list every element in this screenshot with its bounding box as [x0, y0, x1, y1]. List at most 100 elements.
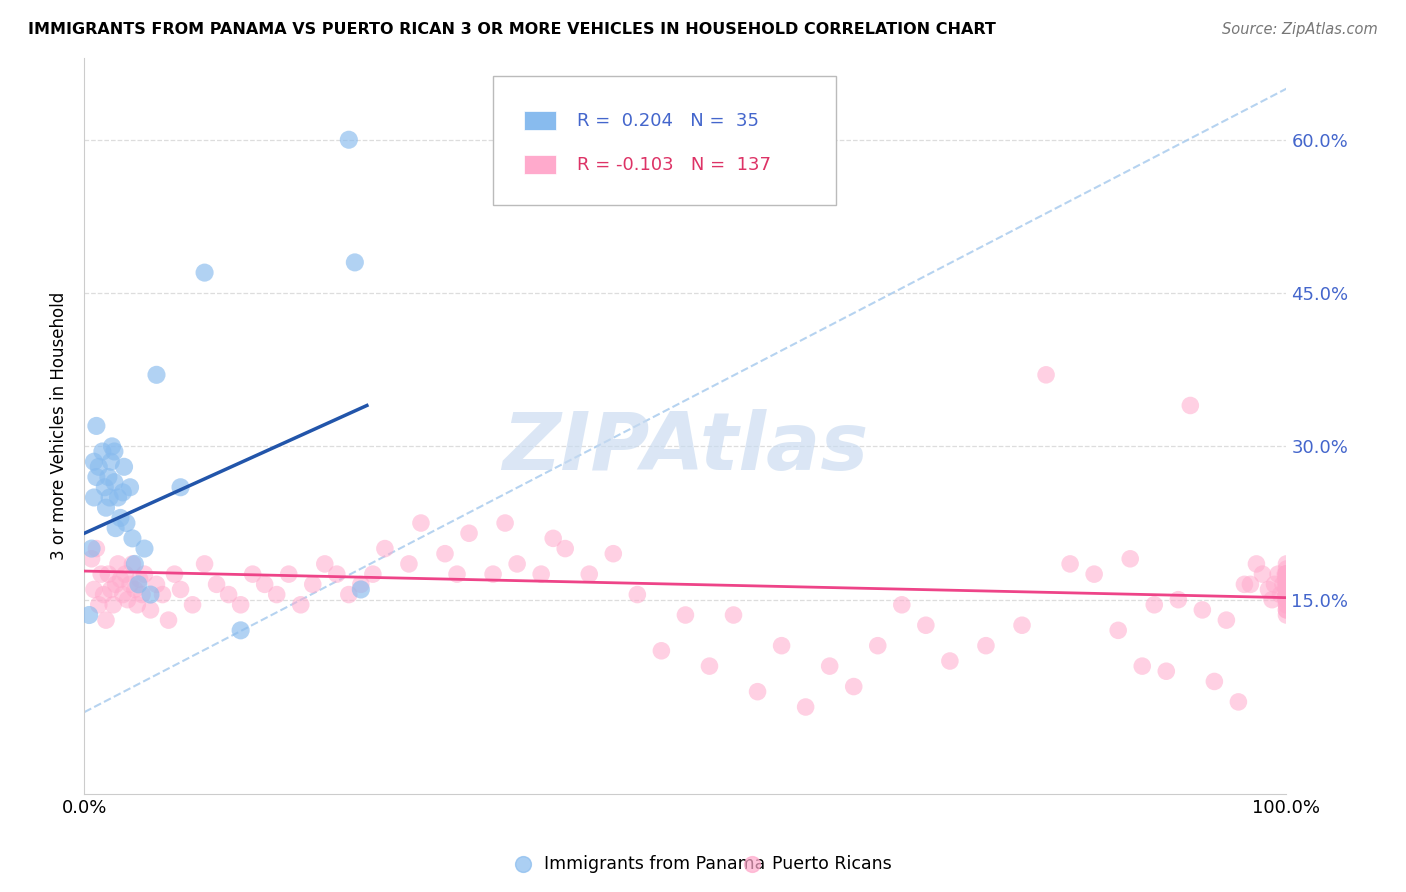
Point: [530, 567, 553, 582]
Point: [350, 577, 373, 591]
Point: [86, 419, 108, 434]
Point: [890, 598, 912, 612]
Point: [118, 480, 141, 494]
Point: [1275, 598, 1298, 612]
Point: [100, 455, 122, 469]
Point: [1191, 603, 1213, 617]
Point: [266, 588, 288, 602]
Point: [1275, 582, 1298, 597]
Point: [1275, 592, 1298, 607]
Text: IMMIGRANTS FROM PANAMA VS PUERTO RICAN 3 OR MORE VEHICLES IN HOUSEHOLD CORRELATI: IMMIGRANTS FROM PANAMA VS PUERTO RICAN 3…: [28, 22, 995, 37]
Point: [100, 582, 122, 597]
Point: [1275, 577, 1298, 591]
Point: [1011, 618, 1033, 632]
Point: [1275, 572, 1298, 586]
Point: [1275, 582, 1298, 597]
Point: [139, 588, 162, 602]
Point: [1233, 577, 1256, 591]
Point: [741, 843, 763, 857]
Point: [301, 577, 323, 591]
Point: [127, 577, 149, 591]
Point: [1275, 567, 1298, 582]
Point: [163, 567, 186, 582]
Text: Puerto Ricans: Puerto Ricans: [772, 855, 891, 872]
Point: [1275, 598, 1298, 612]
Point: [91, 444, 114, 458]
Point: [83, 582, 105, 597]
Point: [107, 491, 129, 505]
Point: [90, 567, 112, 582]
Point: [115, 516, 138, 530]
Point: [114, 567, 136, 582]
Point: [229, 624, 252, 638]
Point: [1275, 607, 1298, 622]
Point: [1275, 582, 1298, 597]
Point: [1274, 567, 1296, 582]
Point: [675, 607, 697, 622]
Point: [77, 607, 100, 622]
Point: [131, 588, 153, 602]
Point: [1267, 567, 1289, 582]
Point: [1271, 577, 1294, 591]
Point: [86, 541, 108, 556]
Point: [494, 516, 516, 530]
Point: [1275, 577, 1298, 591]
Point: [94, 480, 117, 494]
Point: [1275, 572, 1298, 586]
Point: [512, 843, 534, 857]
Point: [139, 603, 162, 617]
Point: [541, 532, 564, 546]
Point: [1275, 572, 1298, 586]
Point: [1167, 592, 1189, 607]
Text: Source: ZipAtlas.com: Source: ZipAtlas.com: [1222, 22, 1378, 37]
Point: [1275, 588, 1298, 602]
Point: [723, 607, 745, 622]
Point: [157, 613, 180, 627]
Point: [1275, 567, 1298, 582]
FancyBboxPatch shape: [524, 155, 555, 174]
Point: [1204, 674, 1226, 689]
Point: [506, 557, 529, 571]
Point: [118, 577, 141, 591]
Point: [554, 541, 576, 556]
Point: [277, 567, 299, 582]
Point: [1275, 582, 1298, 597]
FancyBboxPatch shape: [524, 111, 555, 130]
Point: [218, 588, 240, 602]
Point: [1119, 551, 1142, 566]
Point: [1227, 695, 1250, 709]
Point: [1275, 582, 1298, 597]
Point: [1275, 562, 1298, 576]
Point: [194, 557, 217, 571]
Point: [110, 572, 132, 586]
Point: [97, 567, 120, 582]
Point: [1275, 603, 1298, 617]
Point: [650, 644, 672, 658]
Point: [124, 557, 146, 571]
Point: [434, 547, 457, 561]
Point: [974, 639, 997, 653]
Point: [1275, 577, 1298, 591]
Point: [1215, 613, 1237, 627]
Point: [482, 567, 505, 582]
Text: Immigrants from Panama: Immigrants from Panama: [544, 855, 765, 872]
Point: [169, 582, 191, 597]
Point: [770, 639, 793, 653]
Point: [169, 480, 191, 494]
Point: [1275, 588, 1298, 602]
Point: [337, 133, 360, 147]
Point: [83, 455, 105, 469]
Point: [80, 551, 103, 566]
Point: [229, 598, 252, 612]
Point: [1275, 577, 1298, 591]
Point: [343, 255, 366, 269]
Text: R = -0.103   N =  137: R = -0.103 N = 137: [578, 156, 772, 174]
Point: [1270, 588, 1292, 602]
Point: [1275, 557, 1298, 571]
Point: [87, 459, 110, 474]
Point: [1275, 582, 1298, 597]
Point: [1083, 567, 1105, 582]
Point: [398, 557, 420, 571]
Point: [699, 659, 721, 673]
Point: [194, 266, 217, 280]
